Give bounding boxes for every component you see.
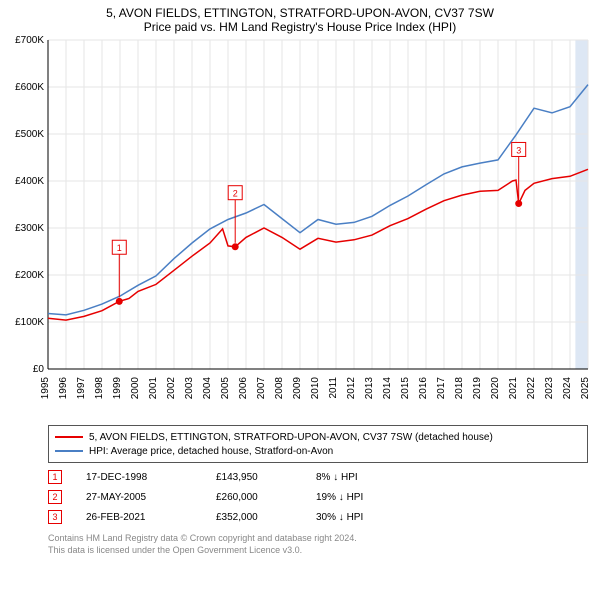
svg-text:2020: 2020 bbox=[490, 377, 501, 400]
svg-text:2017: 2017 bbox=[436, 377, 447, 400]
marker-num-3: 3 bbox=[52, 512, 57, 522]
svg-text:1998: 1998 bbox=[94, 377, 105, 400]
svg-text:2018: 2018 bbox=[454, 377, 465, 400]
marker-box-2: 2 bbox=[48, 490, 62, 504]
title-line-2: Price paid vs. HM Land Registry's House … bbox=[8, 20, 592, 34]
svg-text:2012: 2012 bbox=[346, 377, 357, 400]
svg-text:2019: 2019 bbox=[472, 377, 483, 400]
svg-text:2021: 2021 bbox=[508, 377, 519, 400]
svg-text:£300K: £300K bbox=[15, 223, 44, 234]
marker-box-3: 3 bbox=[48, 510, 62, 524]
svg-text:£600K: £600K bbox=[15, 82, 44, 93]
svg-text:1: 1 bbox=[117, 243, 122, 253]
svg-text:2015: 2015 bbox=[400, 377, 411, 400]
svg-text:2024: 2024 bbox=[562, 377, 573, 400]
svg-text:2: 2 bbox=[233, 189, 238, 199]
svg-text:2009: 2009 bbox=[292, 377, 303, 400]
marker-date-3: 26-FEB-2021 bbox=[86, 512, 216, 523]
svg-text:2022: 2022 bbox=[526, 377, 537, 400]
marker-date-1: 17-DEC-1998 bbox=[86, 472, 216, 483]
attribution-line-2: This data is licensed under the Open Gov… bbox=[48, 545, 588, 557]
marker-row-3: 3 26-FEB-2021 £352,000 30% ↓ HPI bbox=[48, 507, 588, 527]
legend-box: 5, AVON FIELDS, ETTINGTON, STRATFORD-UPO… bbox=[48, 425, 588, 463]
marker-price-3: £352,000 bbox=[216, 512, 316, 523]
svg-text:£100K: £100K bbox=[15, 317, 44, 328]
svg-text:2004: 2004 bbox=[202, 377, 213, 400]
markers-table: 1 17-DEC-1998 £143,950 8% ↓ HPI 2 27-MAY… bbox=[48, 467, 588, 527]
marker-num-2: 2 bbox=[52, 492, 57, 502]
legend-swatch-property bbox=[55, 436, 83, 438]
svg-text:£0: £0 bbox=[33, 364, 45, 375]
legend-label-property: 5, AVON FIELDS, ETTINGTON, STRATFORD-UPO… bbox=[89, 432, 493, 443]
chart-title-block: 5, AVON FIELDS, ETTINGTON, STRATFORD-UPO… bbox=[0, 0, 600, 36]
marker-diff-3: 30% ↓ HPI bbox=[316, 512, 436, 523]
svg-text:2010: 2010 bbox=[310, 377, 321, 400]
attribution-block: Contains HM Land Registry data © Crown c… bbox=[48, 533, 588, 556]
svg-text:1995: 1995 bbox=[40, 377, 51, 400]
marker-date-2: 27-MAY-2005 bbox=[86, 492, 216, 503]
legend-label-hpi: HPI: Average price, detached house, Stra… bbox=[89, 446, 333, 457]
title-line-1: 5, AVON FIELDS, ETTINGTON, STRATFORD-UPO… bbox=[8, 6, 592, 20]
marker-price-1: £143,950 bbox=[216, 472, 316, 483]
svg-text:1996: 1996 bbox=[58, 377, 69, 400]
marker-price-2: £260,000 bbox=[216, 492, 316, 503]
svg-text:2001: 2001 bbox=[148, 377, 159, 400]
svg-text:2005: 2005 bbox=[220, 377, 231, 400]
svg-text:2003: 2003 bbox=[184, 377, 195, 400]
legend-row-hpi: HPI: Average price, detached house, Stra… bbox=[55, 444, 581, 458]
legend-swatch-hpi bbox=[55, 450, 83, 452]
svg-text:2016: 2016 bbox=[418, 377, 429, 400]
legend-row-property: 5, AVON FIELDS, ETTINGTON, STRATFORD-UPO… bbox=[55, 430, 581, 444]
attribution-line-1: Contains HM Land Registry data © Crown c… bbox=[48, 533, 588, 545]
svg-text:2002: 2002 bbox=[166, 377, 177, 400]
svg-text:2000: 2000 bbox=[130, 377, 141, 400]
svg-text:2025: 2025 bbox=[580, 377, 591, 400]
svg-text:2014: 2014 bbox=[382, 377, 393, 400]
chart-area: £0 £100K £200K £300K £400K £500K £600K £700K 199… bbox=[0, 36, 600, 421]
svg-text:£500K: £500K bbox=[15, 129, 44, 140]
svg-text:2011: 2011 bbox=[328, 377, 339, 399]
svg-text:2013: 2013 bbox=[364, 377, 375, 400]
svg-text:£700K: £700K bbox=[15, 36, 44, 46]
svg-text:3: 3 bbox=[516, 145, 521, 155]
svg-text:2023: 2023 bbox=[544, 377, 555, 400]
marker-box-1: 1 bbox=[48, 470, 62, 484]
svg-text:£400K: £400K bbox=[15, 176, 44, 187]
svg-text:2008: 2008 bbox=[274, 377, 285, 400]
svg-text:2007: 2007 bbox=[256, 377, 267, 400]
marker-row-2: 2 27-MAY-2005 £260,000 19% ↓ HPI bbox=[48, 487, 588, 507]
marker-row-1: 1 17-DEC-1998 £143,950 8% ↓ HPI bbox=[48, 467, 588, 487]
line-chart-svg: £0 £100K £200K £300K £400K £500K £600K £700K 199… bbox=[0, 36, 600, 421]
svg-text:£200K: £200K bbox=[15, 270, 44, 281]
marker-diff-1: 8% ↓ HPI bbox=[316, 472, 436, 483]
marker-num-1: 1 bbox=[52, 472, 57, 482]
svg-text:1999: 1999 bbox=[112, 377, 123, 400]
svg-text:2006: 2006 bbox=[238, 377, 249, 400]
marker-diff-2: 19% ↓ HPI bbox=[316, 492, 436, 503]
svg-text:1997: 1997 bbox=[76, 377, 87, 400]
